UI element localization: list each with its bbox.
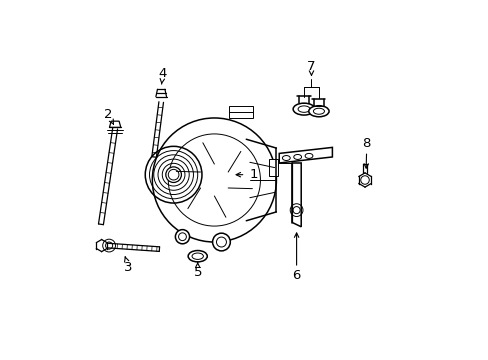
Text: 1: 1 (248, 168, 257, 181)
Text: 6: 6 (292, 269, 300, 282)
Circle shape (102, 239, 115, 252)
Circle shape (175, 230, 189, 244)
Text: 5: 5 (193, 266, 202, 279)
Circle shape (212, 233, 230, 251)
Circle shape (165, 167, 181, 183)
Text: 7: 7 (306, 60, 315, 73)
Bar (269, 159, 278, 176)
Polygon shape (292, 163, 301, 227)
Ellipse shape (292, 103, 314, 115)
Text: 8: 8 (362, 137, 370, 150)
Text: 3: 3 (124, 261, 133, 274)
Polygon shape (279, 147, 332, 163)
Text: 4: 4 (159, 67, 167, 80)
Text: 2: 2 (103, 108, 112, 121)
Ellipse shape (308, 106, 328, 117)
Bar (228, 105, 253, 118)
